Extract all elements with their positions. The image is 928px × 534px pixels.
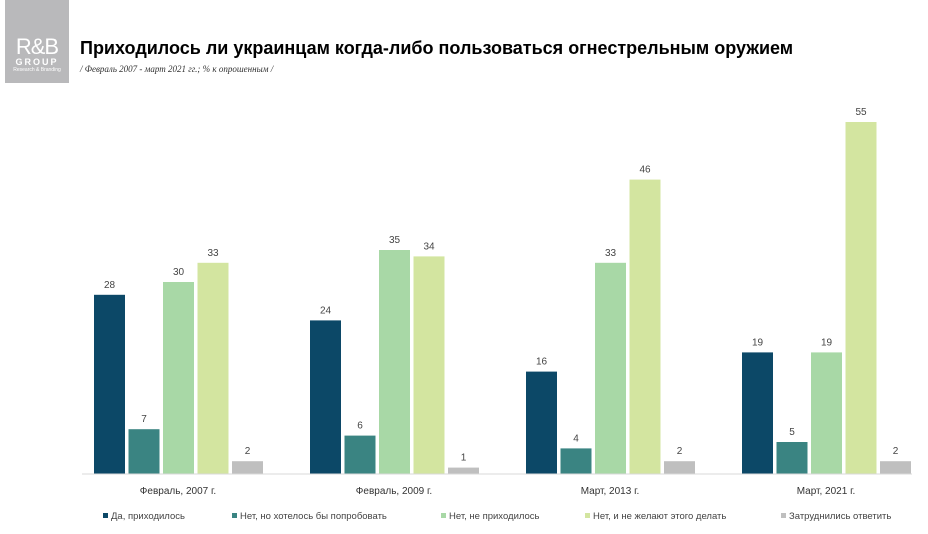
legend-swatch <box>232 513 237 518</box>
logo-text: Research & Branding <box>13 67 61 73</box>
category-label: Март, 2021 г. <box>797 486 856 497</box>
data-label: 16 <box>536 357 548 368</box>
logo-text: GROUP <box>15 57 59 67</box>
bar <box>776 442 808 474</box>
bar <box>742 352 773 474</box>
bar <box>197 262 229 474</box>
data-label: 35 <box>389 235 401 246</box>
logo: R&B GROUP Research & Branding <box>5 0 69 83</box>
data-label: 46 <box>639 165 651 176</box>
data-label: 7 <box>141 414 147 425</box>
data-label: 24 <box>320 305 332 316</box>
category-label: Март, 2013 г. <box>581 486 640 497</box>
data-label: 33 <box>207 248 219 259</box>
bar <box>448 467 479 474</box>
legend-label: Нет, но хотелось бы попробовать <box>240 511 387 522</box>
data-label: 4 <box>573 433 579 444</box>
data-label: 19 <box>752 337 764 348</box>
legend-label: Затруднились ответить <box>789 511 891 522</box>
legend-label: Нет, и не желают этого делать <box>593 511 726 522</box>
bar <box>310 320 341 474</box>
bar <box>629 179 661 474</box>
bar <box>811 352 842 474</box>
bar <box>379 250 410 474</box>
bar <box>560 448 592 474</box>
data-label: 34 <box>423 241 435 252</box>
data-label: 19 <box>821 337 833 348</box>
data-label: 2 <box>677 446 683 457</box>
bar <box>232 461 263 474</box>
data-label: 30 <box>173 267 185 278</box>
bar <box>845 122 877 474</box>
bar <box>880 461 911 474</box>
legend-swatch <box>585 513 590 518</box>
data-label: 28 <box>104 280 116 291</box>
category-label: Февраль, 2009 г. <box>356 486 432 497</box>
chart-subtitle: / Февраль 2007 - март 2021 гг.; % к опро… <box>80 64 274 74</box>
bar <box>664 461 695 474</box>
data-label: 55 <box>855 107 867 118</box>
legend-label: Да, приходилось <box>111 511 185 522</box>
legend-swatch <box>781 513 786 518</box>
data-label: 2 <box>893 446 899 457</box>
data-label: 1 <box>461 453 467 464</box>
bar <box>128 429 160 474</box>
bar <box>163 282 194 474</box>
logo-text: R&B <box>15 34 59 59</box>
data-label: 2 <box>245 446 251 457</box>
legend-swatch <box>441 513 446 518</box>
data-label: 33 <box>605 248 617 259</box>
category-label: Февраль, 2007 г. <box>140 486 216 497</box>
bar <box>94 294 125 474</box>
legend-swatch <box>103 513 108 518</box>
data-label: 6 <box>357 421 363 432</box>
chart-title: Приходилось ли украинцам когда-либо поль… <box>80 38 794 58</box>
bar <box>595 262 626 474</box>
data-label: 5 <box>789 427 795 438</box>
bar <box>344 435 376 474</box>
legend-label: Нет, не приходилось <box>449 511 540 522</box>
bar <box>526 371 557 474</box>
bar <box>413 256 445 474</box>
